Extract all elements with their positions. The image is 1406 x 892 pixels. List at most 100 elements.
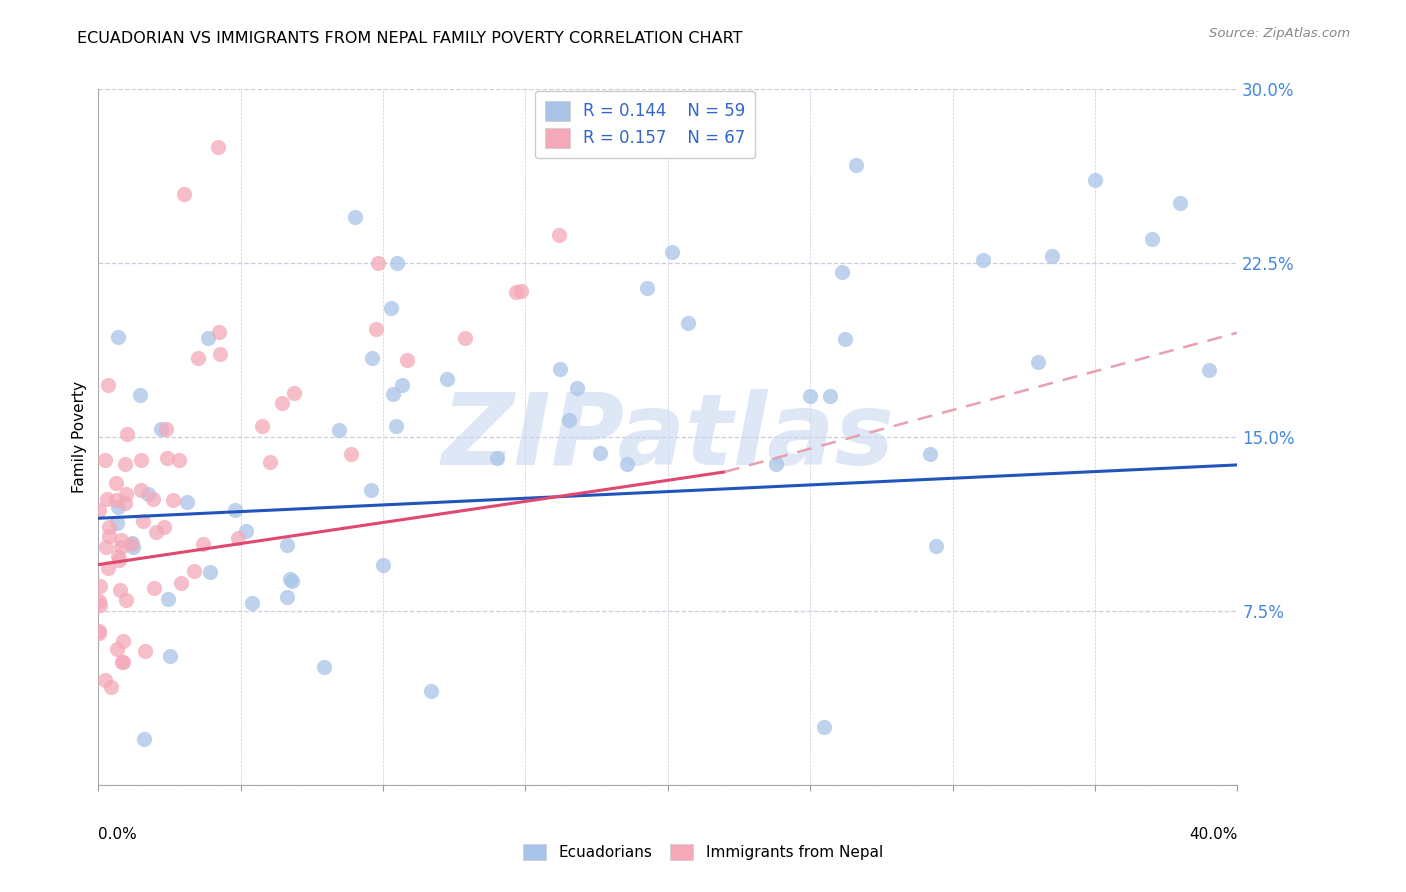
Point <box>453 331 475 345</box>
Point <box>97 561 120 575</box>
Point <box>94 541 117 555</box>
Point <box>343 210 366 224</box>
Legend: R = 0.144    N = 59, R = 0.157    N = 67: R = 0.144 N = 59, R = 0.157 N = 67 <box>534 91 755 158</box>
Point <box>278 572 301 586</box>
Point <box>105 642 128 657</box>
Point <box>122 540 145 554</box>
Point <box>918 447 941 461</box>
Point <box>813 720 835 734</box>
Point <box>631 125 654 139</box>
Text: ZIPatlas: ZIPatlas <box>441 389 894 485</box>
Point <box>93 673 115 687</box>
Text: Source: ZipAtlas.com: Source: ZipAtlas.com <box>1209 27 1350 40</box>
Point <box>831 265 853 279</box>
Point <box>270 396 292 410</box>
Point <box>547 227 569 242</box>
Point <box>115 426 138 441</box>
Point <box>567 381 589 395</box>
Point <box>108 553 131 567</box>
Point <box>207 140 229 154</box>
Point <box>131 514 153 528</box>
Point <box>226 531 249 545</box>
Point <box>972 253 994 268</box>
Point <box>198 565 221 579</box>
Point <box>120 537 142 551</box>
Point <box>1040 249 1063 263</box>
Point <box>108 583 131 598</box>
Point <box>98 529 121 543</box>
Point <box>156 450 179 465</box>
Point <box>167 453 190 467</box>
Point <box>235 524 257 539</box>
Point <box>111 655 134 669</box>
Point <box>834 332 856 346</box>
Point <box>105 476 128 491</box>
Text: ECUADORIAN VS IMMIGRANTS FROM NEPAL FAMILY POVERTY CORRELATION CHART: ECUADORIAN VS IMMIGRANTS FROM NEPAL FAMI… <box>77 31 742 46</box>
Point <box>121 535 143 549</box>
Point <box>240 596 263 610</box>
Point <box>387 256 409 270</box>
Point <box>111 656 134 670</box>
Point <box>381 386 404 401</box>
Point <box>112 634 135 648</box>
Point <box>132 731 155 746</box>
Point <box>129 483 152 497</box>
Text: 0.0%: 0.0% <box>98 827 138 842</box>
Point <box>314 660 336 674</box>
Point <box>170 575 193 590</box>
Point <box>96 378 118 392</box>
Point <box>373 558 395 572</box>
Point <box>173 186 195 201</box>
Point <box>661 244 683 259</box>
Point <box>589 445 612 459</box>
Point <box>208 325 231 339</box>
Point <box>193 537 215 551</box>
Point <box>765 457 787 471</box>
Point <box>281 574 304 588</box>
Point <box>250 418 273 433</box>
Point <box>110 533 132 547</box>
Point <box>115 593 138 607</box>
Point <box>364 321 387 335</box>
Point <box>107 329 129 343</box>
Point <box>340 447 363 461</box>
Point <box>89 502 111 516</box>
Point <box>1026 355 1049 369</box>
Point <box>104 492 127 507</box>
Point <box>159 649 181 664</box>
Point <box>187 351 209 365</box>
Point <box>1084 173 1107 187</box>
Point <box>89 579 111 593</box>
Point <box>396 352 419 367</box>
Point <box>107 500 129 515</box>
Point <box>676 316 699 330</box>
Point <box>197 331 219 345</box>
Point <box>486 451 509 466</box>
Point <box>105 516 128 530</box>
Point <box>114 458 136 472</box>
Point <box>1170 195 1192 210</box>
Point <box>283 386 305 401</box>
Point <box>1140 231 1163 245</box>
Point <box>799 389 821 403</box>
Point <box>87 594 110 608</box>
Point <box>602 100 624 114</box>
Point <box>276 590 298 604</box>
Point <box>87 625 110 640</box>
Point <box>150 422 173 436</box>
Point <box>114 495 136 509</box>
Point <box>107 549 129 563</box>
Point <box>557 413 579 427</box>
Point <box>128 388 150 402</box>
Point <box>155 422 177 436</box>
Point <box>89 624 111 639</box>
Point <box>505 285 527 300</box>
Point <box>616 457 638 471</box>
Point <box>420 684 443 698</box>
Point <box>183 564 205 578</box>
Point <box>142 491 165 506</box>
Point <box>97 520 120 534</box>
Y-axis label: Family Poverty: Family Poverty <box>72 381 87 493</box>
Point <box>844 158 866 172</box>
Point <box>143 581 166 595</box>
